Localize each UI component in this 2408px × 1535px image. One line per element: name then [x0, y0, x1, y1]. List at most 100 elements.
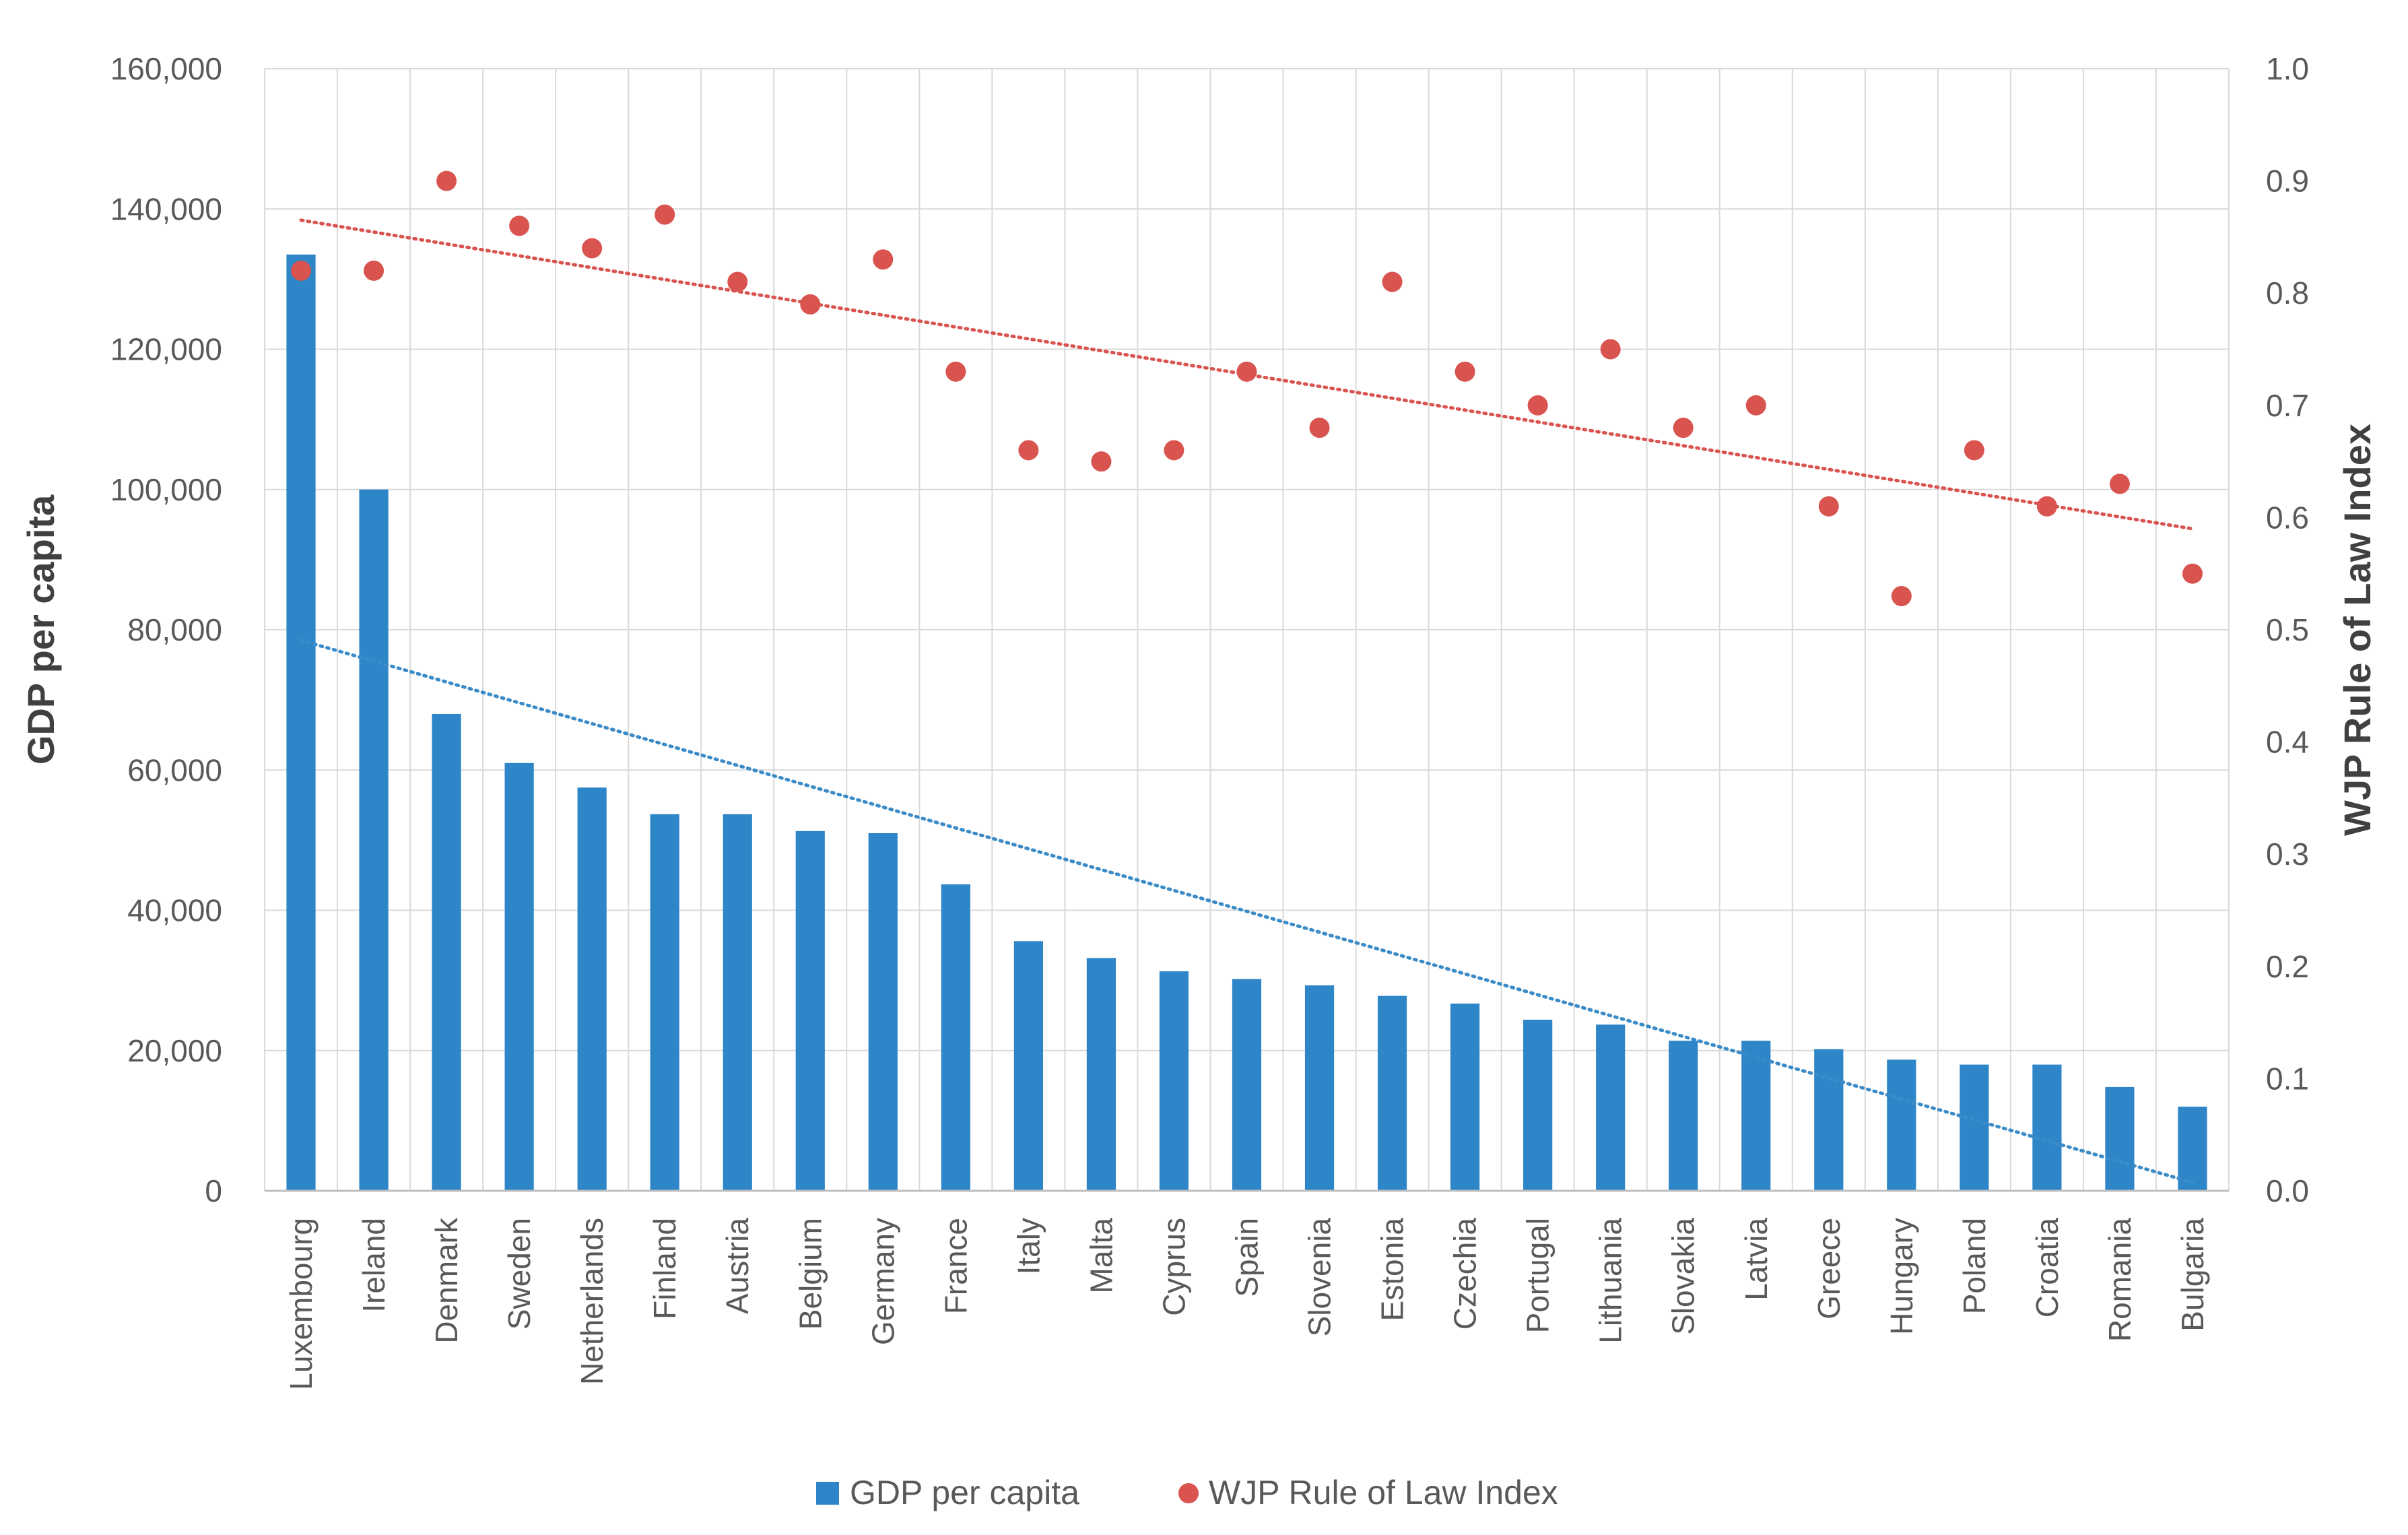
- y-right-tick-label: 1.0: [2266, 51, 2309, 86]
- bar-gdp-cyprus: [1159, 971, 1189, 1191]
- point-layer: [291, 170, 2203, 607]
- bar-gdp-germany: [868, 832, 898, 1191]
- bar-gdp-finland: [650, 814, 679, 1191]
- x-tick-label-romania: Romania: [2102, 1218, 2137, 1342]
- y-left-tick-label: 60,000: [127, 752, 222, 787]
- x-tick-label-finland: Finland: [647, 1218, 682, 1319]
- point-wjp-estonia: [1382, 271, 1403, 292]
- point-wjp-spain: [1236, 361, 1257, 382]
- point-wjp-lithuania: [1600, 339, 1621, 360]
- x-tick-label-belgium: Belgium: [793, 1218, 828, 1330]
- point-wjp-cyprus: [1164, 440, 1184, 461]
- x-tick-label-portugal: Portugal: [1520, 1218, 1556, 1333]
- bar-gdp-romania: [2105, 1086, 2135, 1191]
- legend: GDP per capita WJP Rule of Law Index: [816, 1474, 1558, 1511]
- point-wjp-sweden: [509, 216, 530, 236]
- bar-gdp-latvia: [1741, 1041, 1771, 1191]
- x-tick-label-croatia: Croatia: [2030, 1218, 2065, 1318]
- bar-gdp-belgium: [795, 830, 825, 1191]
- y-left-tick-label: 40,000: [127, 893, 222, 928]
- y-left-tick-label: 160,000: [110, 51, 222, 86]
- point-wjp-poland: [1964, 440, 1984, 461]
- x-tick-label-austria: Austria: [720, 1218, 755, 1315]
- x-tick-label-slovakia: Slovakia: [1666, 1218, 1701, 1335]
- legend-marker-wjp: [1178, 1483, 1199, 1503]
- bar-gdp-slovakia: [1669, 1041, 1698, 1191]
- bar-gdp-malta: [1086, 958, 1116, 1191]
- x-tick-label-netherlands: Netherlands: [574, 1218, 609, 1385]
- y-axis-left-title: GDP per capita: [20, 494, 62, 764]
- point-wjp-slovakia: [1673, 418, 1694, 438]
- y-right-tick-label: 0.6: [2266, 500, 2309, 535]
- bar-gdp-netherlands: [577, 787, 607, 1191]
- grid-layer: [264, 68, 2230, 1191]
- y-right-tick-label: 0.1: [2266, 1061, 2309, 1096]
- axis-layer: 0 20,000 40,000 60,000 80,000 100,000 120,000 1…: [110, 51, 2309, 1390]
- y-left-tick-label: 80,000: [127, 612, 222, 647]
- point-wjp-hungary: [1891, 586, 1912, 607]
- bar-gdp-poland: [1960, 1064, 1989, 1191]
- x-tick-label-poland: Poland: [1957, 1218, 1992, 1314]
- y-right-tick-label: 0.2: [2266, 949, 2309, 984]
- y-axis-right-title: WJP Rule of Law Index: [2336, 424, 2378, 836]
- y-right-tick-label: 0.3: [2266, 837, 2309, 872]
- x-tick-label-slovenia: Slovenia: [1302, 1218, 1337, 1337]
- x-tick-label-lithuania: Lithuania: [1593, 1218, 1628, 1344]
- bar-gdp-luxembourg: [286, 254, 316, 1191]
- bar-gdp-sweden: [504, 762, 534, 1191]
- point-wjp-malta: [1091, 451, 1112, 472]
- bar-gdp-portugal: [1523, 1019, 1553, 1191]
- x-tick-label-latvia: Latvia: [1739, 1218, 1774, 1301]
- x-tick-label-sweden: Sweden: [502, 1218, 537, 1330]
- y-right-tick-label: 0.5: [2266, 612, 2309, 647]
- y-right-tick-label: 0.7: [2266, 388, 2309, 423]
- point-wjp-croatia: [2036, 496, 2057, 517]
- point-wjp-belgium: [800, 294, 821, 315]
- x-tick-label-luxembourg: Luxembourg: [283, 1218, 319, 1390]
- bar-gdp-italy: [1013, 941, 1043, 1191]
- bar-gdp-france: [941, 884, 970, 1191]
- point-wjp-luxembourg: [291, 260, 312, 281]
- x-tick-label-malta: Malta: [1083, 1218, 1118, 1294]
- bar-gdp-lithuania: [1596, 1024, 1626, 1191]
- legend-label-gdp: GDP per capita: [850, 1474, 1079, 1511]
- y-left-tick-label: 0: [205, 1173, 222, 1208]
- legend-label-wjp: WJP Rule of Law Index: [1209, 1474, 1558, 1511]
- trendline-gdp: [299, 639, 2195, 1185]
- point-wjp-ireland: [364, 260, 384, 281]
- y-left-tick-label: 120,000: [110, 332, 222, 367]
- bar-gdp-czechia: [1450, 1003, 1480, 1191]
- bar-gdp-greece: [1814, 1049, 1844, 1191]
- x-tick-label-italy: Italy: [1011, 1218, 1046, 1274]
- point-wjp-austria: [727, 271, 748, 292]
- bar-layer: [286, 254, 2207, 1191]
- x-tick-label-hungary: Hungary: [1884, 1218, 1919, 1335]
- point-wjp-romania: [2109, 473, 2130, 494]
- y-right-tick-label: 0.9: [2266, 164, 2309, 199]
- x-tick-label-france: France: [938, 1218, 973, 1314]
- y-left-tick-label: 100,000: [110, 472, 222, 507]
- point-wjp-greece: [1818, 496, 1839, 517]
- x-tick-label-germany: Germany: [865, 1218, 900, 1345]
- x-tick-label-czechia: Czechia: [1448, 1218, 1483, 1330]
- point-wjp-bulgaria: [2182, 563, 2203, 584]
- point-wjp-denmark: [436, 170, 457, 191]
- legend-swatch-gdp: [816, 1482, 839, 1505]
- y-left-tick-label: 140,000: [110, 191, 222, 226]
- bar-gdp-austria: [723, 814, 752, 1191]
- x-tick-label-denmark: Denmark: [429, 1217, 464, 1344]
- point-wjp-italy: [1018, 440, 1039, 461]
- x-tick-label-bulgaria: Bulgaria: [2175, 1218, 2210, 1332]
- point-wjp-latvia: [1745, 395, 1766, 416]
- bar-gdp-estonia: [1377, 995, 1407, 1191]
- point-wjp-slovenia: [1309, 418, 1330, 438]
- bar-gdp-hungary: [1887, 1059, 1916, 1191]
- y-right-tick-label: 0.8: [2266, 275, 2309, 311]
- bar-gdp-slovenia: [1304, 985, 1335, 1191]
- point-wjp-finland: [655, 204, 675, 225]
- x-tick-label-greece: Greece: [1811, 1218, 1846, 1319]
- bar-gdp-spain: [1232, 979, 1262, 1191]
- y-right-tick-label: 0.4: [2266, 725, 2309, 760]
